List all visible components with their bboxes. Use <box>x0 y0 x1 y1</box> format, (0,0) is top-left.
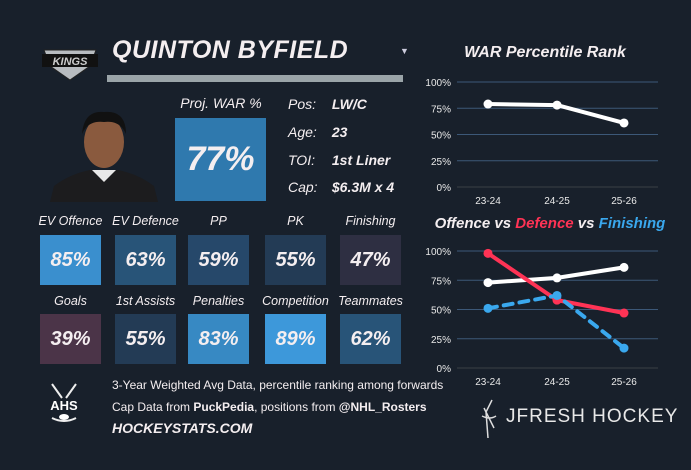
y-tick-label: 25% <box>431 157 451 168</box>
tile-value: 55% <box>265 235 326 285</box>
chart1-title: WAR Percentile Rank <box>464 44 626 61</box>
info-key: TOI: <box>288 152 315 168</box>
data-point-finishing <box>619 343 629 353</box>
site-link[interactable]: HOCKEYSTATS.COM <box>112 420 253 436</box>
proj-war-label: Proj. WAR % <box>180 95 262 111</box>
puckpedia-link[interactable]: PuckPedia <box>193 400 255 414</box>
tile-value: 47% <box>340 235 401 285</box>
kings-logo: KINGS <box>42 49 98 81</box>
info-value: 1st Liner <box>331 152 391 168</box>
player-photo <box>50 111 158 202</box>
y-tick-label: 0% <box>437 364 452 375</box>
footer-note: 3-Year Weighted Avg Data, percentile ran… <box>112 378 444 392</box>
tile-label: 1st Assists <box>115 294 176 308</box>
tile-value: 85% <box>40 235 101 285</box>
info-value: $6.3M x 4 <box>331 179 395 195</box>
y-tick-label: 50% <box>431 131 451 142</box>
y-tick-label: 50% <box>431 306 451 317</box>
tile-value: 55% <box>115 314 176 364</box>
info-value: LW/C <box>331 96 367 112</box>
tile-label: EV Offence <box>38 214 103 228</box>
tile-label: Finishing <box>345 214 396 228</box>
y-tick-label: 75% <box>431 104 451 115</box>
info-cap: Cap: $6.3M x 4 <box>288 179 394 195</box>
y-tick-label: 0% <box>437 183 452 194</box>
tile-label: EV Defence <box>112 214 179 228</box>
tile-label: PP <box>210 214 227 228</box>
x-tick-label: 25-26 <box>611 196 637 207</box>
credits-text: , positions from <box>254 400 339 414</box>
tile-value: 89% <box>265 314 326 364</box>
jfresh-logo-icon <box>481 399 497 439</box>
name-underline <box>107 75 403 82</box>
x-tick-label: 23-24 <box>475 196 501 207</box>
x-tick-label: 24-25 <box>544 377 570 388</box>
tile-label: PK <box>287 214 304 228</box>
data-point-defence <box>619 308 629 318</box>
info-key: Pos: <box>288 96 317 112</box>
tile-label: Penalties <box>192 294 245 308</box>
data-point-offence <box>483 278 493 288</box>
info-key: Cap: <box>288 179 318 195</box>
x-tick-label: 23-24 <box>475 377 501 388</box>
data-point-offence <box>619 262 629 272</box>
title-finishing: Finishing <box>598 215 666 232</box>
tile-label: Teammates <box>338 294 403 308</box>
x-tick-label: 24-25 <box>544 196 570 207</box>
tile-value: 39% <box>40 314 101 364</box>
ahs-logo: AHS <box>50 383 78 422</box>
svg-text:KINGS: KINGS <box>53 56 89 68</box>
y-tick-label: 75% <box>431 276 451 287</box>
tile-value: 63% <box>115 235 176 285</box>
x-tick-label: 25-26 <box>611 377 637 388</box>
data-point-finishing <box>483 303 493 313</box>
info-toi: TOI: 1st Liner <box>288 152 390 168</box>
info-age: Age: 23 <box>288 124 347 140</box>
jfresh-brand: JFRESH HOCKEY <box>506 406 679 427</box>
tile-value: 62% <box>340 314 401 364</box>
tile-value: 83% <box>188 314 249 364</box>
footer-credits: Cap Data from PuckPedia, positions from … <box>112 400 427 414</box>
info-key: Age: <box>288 124 317 140</box>
chart2-title: Offence vs Defence vs Finishing <box>412 215 688 232</box>
tile-value: 59% <box>188 235 249 285</box>
info-pos: Pos: LW/C <box>288 96 367 112</box>
player-dropdown-caret-icon[interactable]: ▼ <box>400 46 409 56</box>
y-tick-label: 25% <box>431 335 451 346</box>
credits-text: Cap Data from <box>112 400 194 414</box>
svg-text:AHS: AHS <box>50 398 78 413</box>
y-tick-label: 100% <box>425 78 451 89</box>
data-point-defence <box>483 248 493 258</box>
title-defence: Defence <box>515 215 574 232</box>
nhl-rosters-link[interactable]: @NHL_Rosters <box>338 400 427 414</box>
data-point-offence <box>552 273 562 283</box>
y-tick-label: 100% <box>425 247 451 258</box>
title-vs: vs <box>490 215 516 232</box>
tile-label: Goals <box>54 294 87 308</box>
player-name: QUINTON BYFIELD <box>112 36 349 64</box>
title-vs: vs <box>573 215 599 232</box>
tile-label: Competition <box>262 294 329 308</box>
data-point-finishing <box>552 290 562 300</box>
info-value: 23 <box>331 124 348 140</box>
data-point-war <box>552 100 562 110</box>
data-point-war <box>483 99 493 109</box>
proj-war-value: 77% <box>175 118 266 201</box>
data-point-war <box>619 118 629 128</box>
title-offence: Offence <box>434 215 491 232</box>
